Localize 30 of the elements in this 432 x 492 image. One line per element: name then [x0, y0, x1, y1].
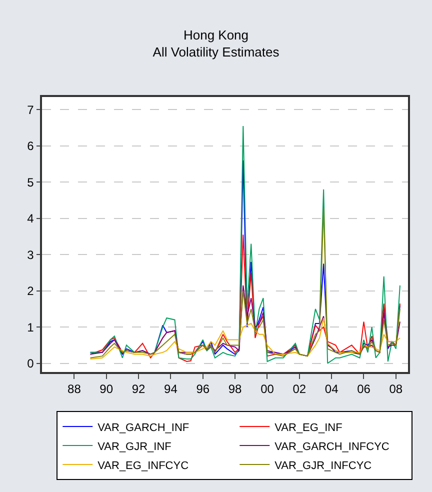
y-tick-label: 0 [27, 356, 34, 370]
legend-label: VAR_GARCH_INF [98, 422, 190, 434]
legend-label: VAR_EG_INF [274, 422, 343, 434]
x-tick-label: 04 [324, 382, 339, 396]
x-tick-label: 02 [292, 382, 306, 396]
y-tick-label: 1 [27, 320, 34, 334]
legend-label: VAR_GJR_INFCYC [274, 460, 372, 472]
chart-subtitle: All Volatility Estimates [152, 44, 280, 60]
y-tick-label: 7 [27, 102, 34, 117]
x-tick-label: 90 [100, 382, 114, 396]
y-tick-label: 2 [27, 284, 34, 298]
x-tick-label: 06 [357, 382, 371, 396]
legend-label: VAR_GARCH_INFCYC [274, 440, 390, 453]
legend-label: VAR_GJR_INF [98, 440, 172, 453]
line-series [90, 318, 400, 360]
x-tick-label: 98 [228, 382, 242, 396]
legend-label: VAR_EG_INFCYC [98, 460, 189, 472]
y-tick-label: 5 [27, 175, 34, 190]
y-tick-label: 3 [27, 248, 34, 262]
x-tick-label: 94 [164, 382, 178, 396]
y-tick-label: 4 [27, 212, 34, 226]
x-tick-label: 96 [196, 382, 210, 396]
x-tick-label: 92 [132, 382, 146, 396]
y-tick-label: 6 [27, 139, 34, 154]
x-tick-label: 00 [260, 382, 274, 396]
line-series [90, 125, 400, 364]
chart-title: Hong Kong [183, 27, 249, 42]
line-series [90, 207, 400, 358]
x-tick-label: 88 [68, 382, 82, 396]
x-tick-label: 08 [389, 382, 403, 396]
